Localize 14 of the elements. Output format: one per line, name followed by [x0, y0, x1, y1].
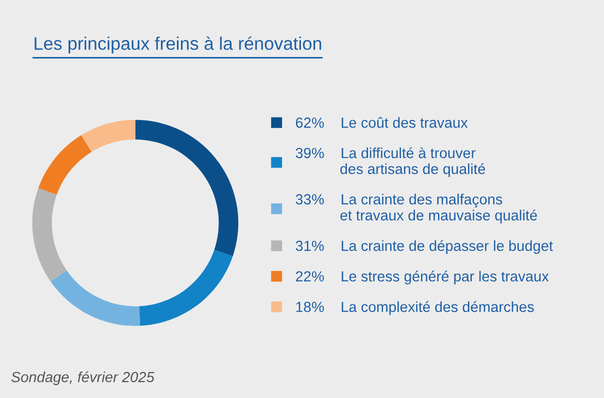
- donut-slice: [135, 120, 238, 256]
- donut-slice: [81, 120, 136, 152]
- legend-label: 31% La crainte de dépasser le budget: [296, 240, 553, 254]
- chart-title: Les principaux freins à la rénovation: [34, 36, 322, 54]
- legend-label: 39% La difficulté à trouver des artisans de qualité: [296, 147, 486, 177]
- donut-slice: [38, 135, 92, 195]
- legend-label: 18% La complexité des démarches: [296, 301, 534, 315]
- legend-label: 33% La crainte des malfaçons et travaux de mauvaise qualité: [296, 194, 537, 224]
- donut-slice: [32, 188, 67, 282]
- donut-slice: [50, 270, 140, 326]
- text: Sondage, février 2025: [11, 371, 154, 386]
- legend-label: 62% Le coût des travaux: [296, 117, 468, 128]
- legend-label: 22% Le stress généré par les travaux: [296, 270, 549, 284]
- donut-slice: [139, 250, 233, 326]
